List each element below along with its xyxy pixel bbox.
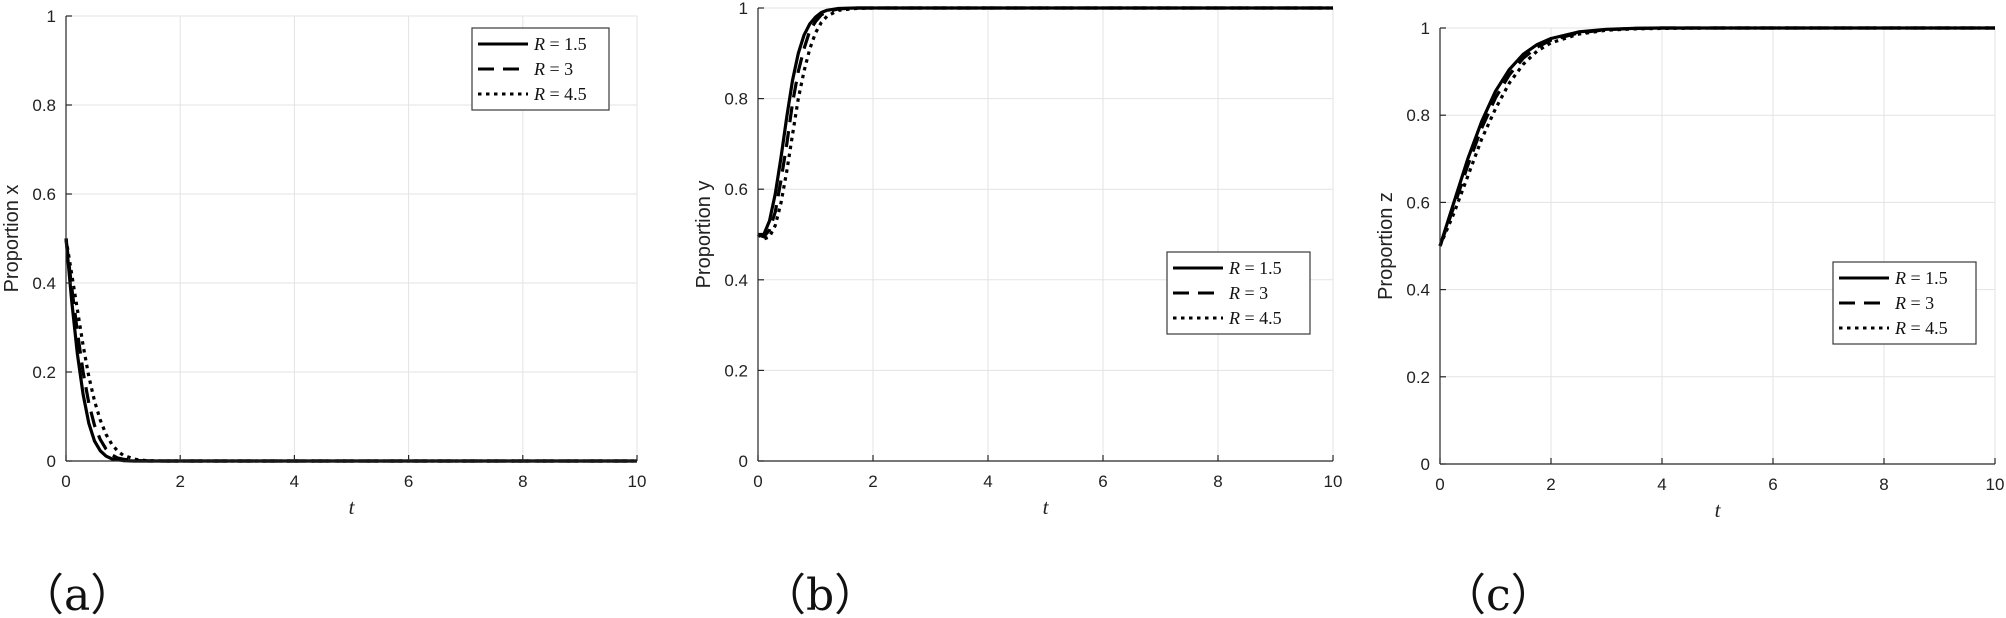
- y-tick-label: 0.4: [1406, 281, 1430, 300]
- y-axis-label: Proportion z: [1375, 192, 1397, 300]
- x-tick-label: 8: [1213, 472, 1222, 491]
- y-tick-label: 0.4: [32, 274, 56, 293]
- x-axis-label: t: [1043, 495, 1050, 519]
- chart-0: 0 2 4 6 8 10 0 0.2 0.4 0.6 0.8 1 t Proportion x R = 1.…: [1, 7, 646, 618]
- y-tick-label: 0: [739, 452, 748, 471]
- y-tick-label: 0.6: [724, 180, 748, 199]
- panel-label: （a）: [20, 570, 134, 618]
- legend-entry: R = 3: [1894, 293, 1934, 313]
- legend-entry: R = 3: [533, 59, 573, 79]
- legend-entry: R = 3: [1228, 283, 1268, 303]
- x-tick-label: 8: [1879, 475, 1888, 494]
- series-line-dotted: [64, 238, 637, 463]
- x-tick-label: 0: [753, 472, 762, 491]
- x-tick-label: 6: [1768, 475, 1777, 494]
- x-tick-label: 8: [518, 472, 527, 491]
- y-axis-label: Proportion x: [1, 185, 23, 293]
- x-tick-label: 0: [1435, 475, 1444, 494]
- x-tick-label: 6: [1098, 472, 1107, 491]
- legend-entry: R = 4.5: [1894, 318, 1948, 338]
- legend-entry: R = 1.5: [1894, 268, 1948, 288]
- x-tick-label: 10: [1986, 475, 2005, 494]
- legend-box: [471, 27, 610, 111]
- y-tick-label: 1: [1421, 19, 1430, 38]
- plot-area: [758, 8, 1333, 461]
- legend-entry: R = 4.5: [533, 84, 587, 104]
- x-tick-label: 10: [1324, 472, 1343, 491]
- x-tick-label: 4: [290, 472, 299, 491]
- legend-box: [1166, 251, 1311, 335]
- y-tick-label: 0.8: [724, 90, 748, 109]
- plot-area: [1440, 28, 1995, 464]
- x-tick-label: 2: [868, 472, 877, 491]
- legend-entry: R = 4.5: [1228, 308, 1282, 328]
- y-tick-label: 0.2: [724, 361, 748, 380]
- y-tick-label: 1: [739, 0, 748, 18]
- x-tick-label: 4: [1657, 475, 1666, 494]
- x-tick-label: 0: [61, 472, 70, 491]
- y-tick-label: 0.8: [1406, 106, 1430, 125]
- panel-label: （b）: [762, 570, 878, 618]
- legend-entry: R = 1.5: [1228, 258, 1282, 278]
- x-tick-label: 6: [404, 472, 413, 491]
- series-line-dashed: [757, 6, 1333, 239]
- y-tick-label: 1: [47, 7, 56, 26]
- chart-2: 0 2 4 6 8 10 0 0.2 0.4 0.6 0.8 1 t Proportion z R = 1.…: [1375, 19, 2004, 618]
- y-tick-label: 0.4: [724, 271, 748, 290]
- x-tick-label: 2: [1546, 475, 1555, 494]
- y-tick-label: 0: [47, 452, 56, 471]
- series-line-dotted: [1438, 26, 1995, 247]
- x-tick-label: 2: [175, 472, 184, 491]
- x-axis-label: t: [1715, 498, 1722, 522]
- legend: R = 1.5 R = 3 R = 4.5: [471, 27, 610, 111]
- panel-label: （c）: [1442, 570, 1555, 618]
- x-tick-label: 4: [983, 472, 992, 491]
- x-axis-label: t: [349, 495, 356, 519]
- y-axis-label: Proportion y: [693, 181, 715, 289]
- chart-1: 0 2 4 6 8 10 0 0.2 0.4 0.6 0.8 1 t Proportion y R = 1.…: [693, 0, 1342, 618]
- x-tick-label: 10: [628, 472, 647, 491]
- y-tick-label: 0.8: [32, 96, 56, 115]
- y-tick-label: 0.6: [32, 185, 56, 204]
- legend: R = 1.5 R = 3 R = 4.5: [1832, 261, 1977, 345]
- y-tick-label: 0.2: [32, 363, 56, 382]
- y-tick-label: 0.2: [1406, 368, 1430, 387]
- legend-box: [1832, 261, 1977, 345]
- y-tick-label: 0: [1421, 455, 1430, 474]
- legend-entry: R = 1.5: [533, 34, 587, 54]
- y-tick-label: 0.6: [1406, 193, 1430, 212]
- legend: R = 1.5 R = 3 R = 4.5: [1166, 251, 1311, 335]
